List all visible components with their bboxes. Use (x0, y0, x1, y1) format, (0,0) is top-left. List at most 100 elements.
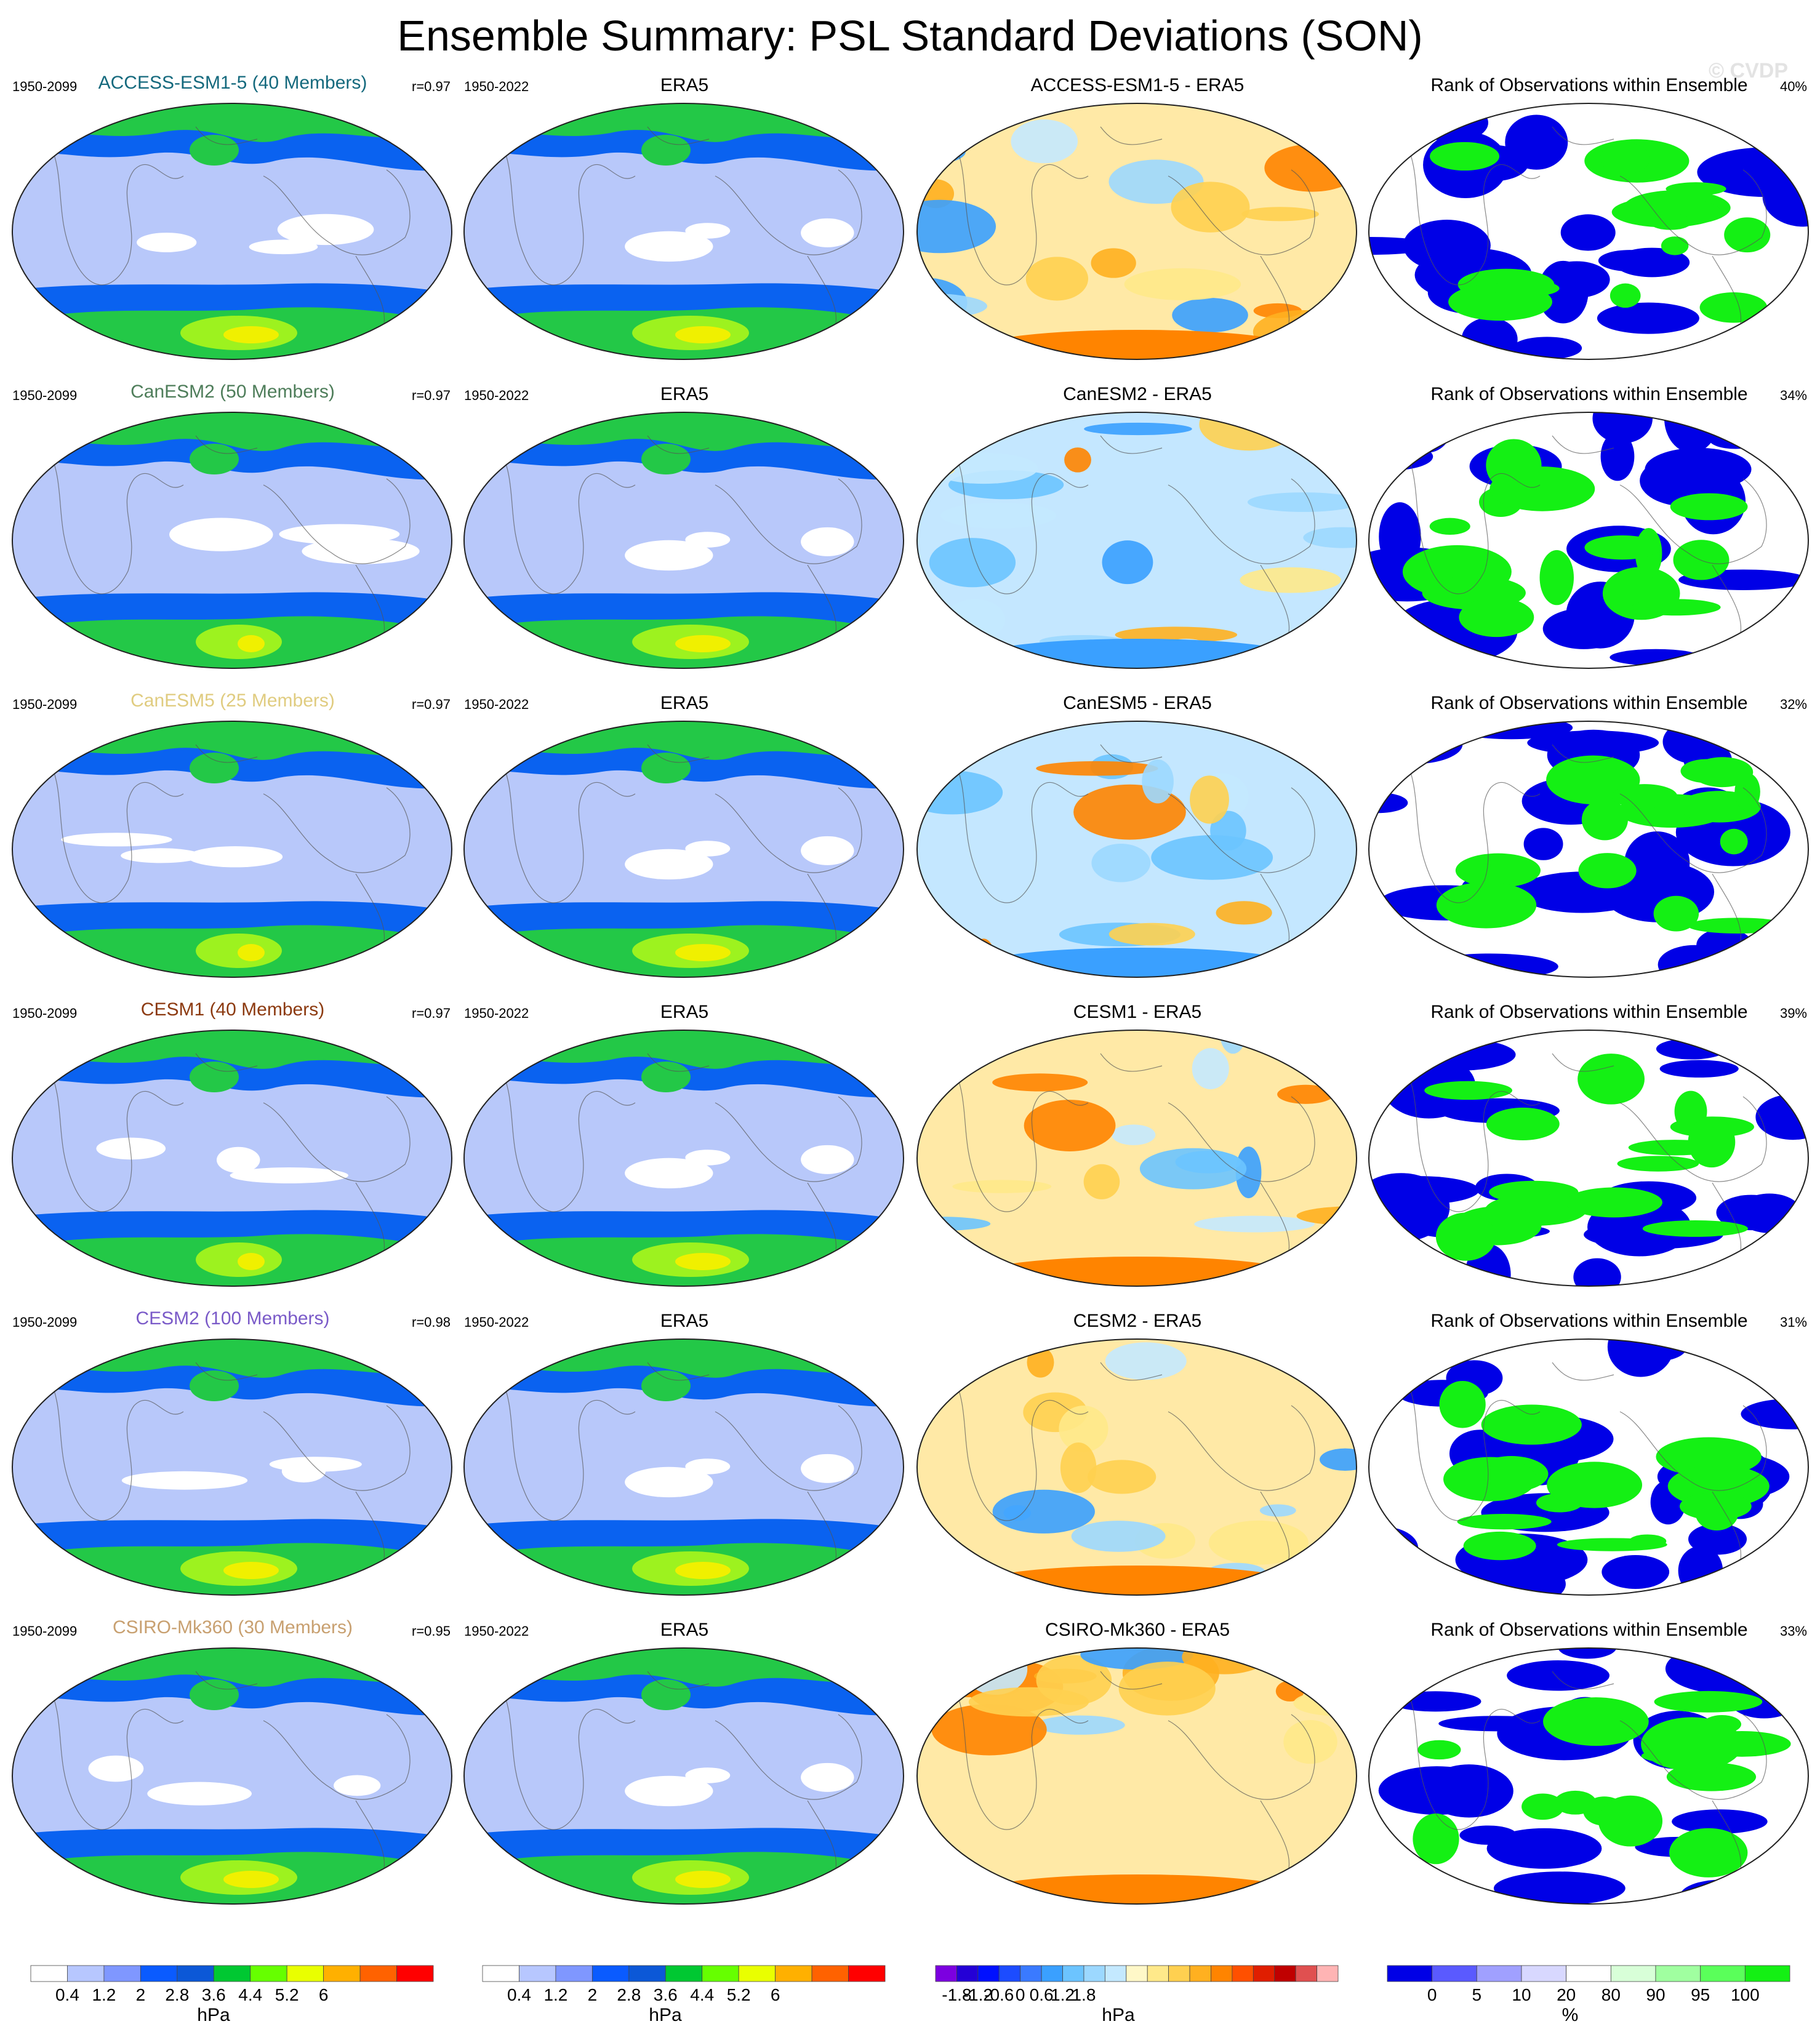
rank-low-region (1750, 631, 1808, 668)
rank-high-region (1443, 1457, 1536, 1502)
rank-low-region (1493, 1871, 1626, 1904)
low-variance-patch (137, 233, 197, 252)
era5-title: ERA5 (660, 75, 709, 95)
colorbar-swatch (1295, 1965, 1317, 1982)
rank-low-region (1369, 1176, 1480, 1205)
era5-years: 1950-2022 (464, 1623, 529, 1639)
colorbar-swatch (482, 1965, 519, 1982)
rank-low-region (1421, 953, 1558, 977)
model-years: 1950-2099 (12, 697, 78, 712)
map-border (12, 721, 452, 978)
low-variance-patch (230, 1167, 348, 1184)
model-title: ACCESS-ESM1-5 (40 Members) (98, 73, 367, 93)
rank-low-region (1597, 302, 1699, 334)
colorbar-tick-label: 95 (1691, 1985, 1710, 2004)
rank-high-region (1435, 1212, 1496, 1261)
map-border (1368, 1338, 1809, 1596)
low-variance-patch (302, 538, 420, 564)
rank-title: Rank of Observations within Ensemble (1430, 384, 1748, 404)
rank-low-region (1682, 942, 1774, 977)
colorbar-swatch (1211, 1965, 1233, 1982)
diff-anomaly (1142, 759, 1174, 804)
difference-map (916, 1030, 1357, 1287)
diff-anomaly (1264, 144, 1357, 192)
diff-anomaly (1277, 1084, 1334, 1104)
colorbar-swatch (1253, 1965, 1275, 1982)
diff-anomaly (917, 950, 982, 977)
rank-low-region (1688, 1523, 1747, 1555)
colorbar-unit: % (1561, 2005, 1579, 2025)
rank-low-region (1743, 1863, 1808, 1904)
sh-anomaly-band (977, 1874, 1297, 1904)
colorbar-tick-label: 2.8 (165, 1985, 190, 2004)
diff-anomaly (1259, 1504, 1296, 1517)
colorbar-unit: hPa (649, 2005, 682, 2025)
diff-anomaly (1208, 1520, 1309, 1565)
pattern-correlation: r=0.97 (412, 388, 451, 403)
colorbar-tick-label: 0.4 (507, 1985, 531, 2004)
diff-anomaly (1303, 527, 1357, 548)
rank-low-region (1512, 337, 1582, 359)
diff-anomaly (924, 1271, 1040, 1286)
diff-anomaly (1240, 567, 1341, 593)
rank-low-region (1610, 649, 1702, 666)
era5-sd-map (463, 103, 904, 360)
era5-sd-map (463, 721, 904, 978)
rank-map (1368, 1647, 1809, 1905)
difference-map (916, 1647, 1357, 1905)
diff-anomaly (1192, 1048, 1229, 1090)
colorbar-swatch (519, 1965, 556, 1982)
nh-pacific-blob (190, 1679, 239, 1710)
diff-anomaly (992, 1073, 1088, 1092)
era5-years: 1950-2022 (464, 1006, 529, 1021)
colorbar-swatch (1083, 1965, 1105, 1982)
model-title: CanESM5 (25 Members) (130, 690, 335, 711)
map-border (916, 1338, 1357, 1596)
rank-map (1368, 1338, 1809, 1596)
rank-low-region (1398, 417, 1440, 439)
colorbar-swatch (956, 1965, 979, 1982)
model-sd-map (12, 721, 452, 978)
low-variance-patch (121, 848, 202, 863)
difference-title: CESM1 - ERA5 (1073, 1002, 1202, 1022)
low-variance-patch (685, 841, 731, 857)
colorbar-tick-label: -0.6 (984, 1985, 1014, 2004)
diff-anomaly (929, 452, 1038, 484)
model-title: CESM1 (40 Members) (140, 999, 325, 1020)
map-border (1368, 1030, 1809, 1287)
difference-title: CSIRO-Mk360 - ERA5 (1044, 1620, 1230, 1640)
rank-low-region (1409, 1574, 1524, 1595)
colorbar-swatch (811, 1965, 849, 1982)
diff-anomaly (1102, 540, 1153, 585)
colorbar-1 (482, 1965, 886, 1982)
rank-high-region (1642, 1220, 1749, 1237)
colorbar-tick-label: 5 (1472, 1985, 1482, 2004)
rank-low-region (1369, 1526, 1419, 1570)
rank-low-region (1751, 1648, 1808, 1696)
colorbar-swatch (323, 1965, 361, 1982)
sh-anomaly-band (977, 1257, 1297, 1286)
sh-anomaly-band (977, 330, 1297, 359)
colorbar-tick-label: 4.4 (238, 1985, 263, 2004)
colorbar-swatch (250, 1965, 287, 1982)
map-border (463, 1030, 904, 1287)
low-variance-patch (801, 1454, 854, 1483)
low-variance-patch (334, 1775, 381, 1796)
cvdp-watermark: © CVDP (1709, 59, 1788, 82)
colorbar-unit: hPa (197, 2005, 230, 2025)
map-border (1368, 412, 1809, 669)
low-variance-patch (685, 532, 731, 548)
colorbar-swatch (1104, 1965, 1127, 1982)
difference-map (916, 412, 1357, 669)
diff-anomaly (917, 770, 1003, 815)
colorbar-0 (30, 1965, 434, 1982)
pattern-correlation: r=0.98 (412, 1314, 451, 1330)
rank-low-region (1656, 1038, 1727, 1060)
diff-anomaly (1112, 1124, 1156, 1145)
rank-low-region (1390, 1691, 1481, 1712)
sh-anomaly-band (977, 1566, 1297, 1595)
diff-anomaly (1011, 119, 1078, 164)
rank-low-region (1680, 1879, 1763, 1904)
diff-anomaly (940, 502, 1057, 529)
rank-low-region (1659, 1060, 1739, 1078)
